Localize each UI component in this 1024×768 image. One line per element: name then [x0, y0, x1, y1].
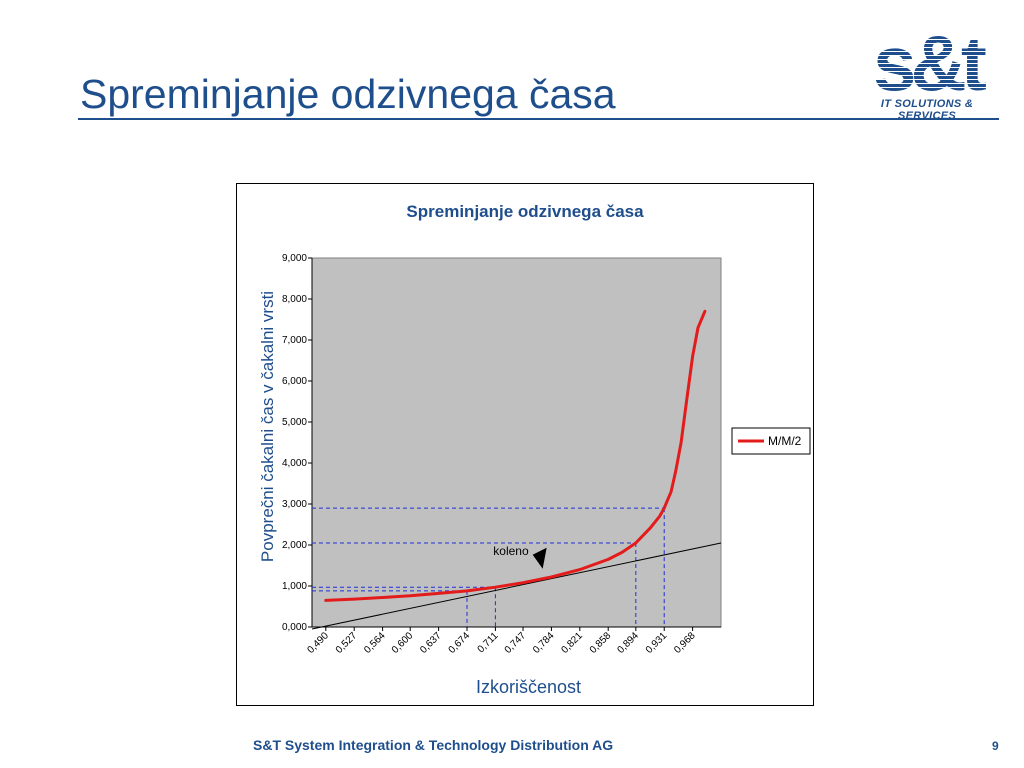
- y-tick-label: 5,000: [282, 417, 307, 428]
- y-tick-label: 1,000: [282, 581, 307, 592]
- logo-tagline: IT SOLUTIONS & SERVICES: [880, 98, 974, 122]
- logo-wordmark: s&t: [873, 20, 987, 107]
- knee-arrow: [532, 547, 547, 569]
- x-tick-label: 0,490: [305, 630, 331, 656]
- y-axis-label: Povprečni čakalni čas v čakalni vrsti: [258, 291, 277, 562]
- x-tick-label: 0,968: [672, 630, 698, 656]
- footer-text: S&T System Integration & Technology Dist…: [253, 737, 614, 753]
- y-tick-label: 8,000: [282, 294, 307, 305]
- x-tick-label: 0,600: [390, 630, 416, 656]
- y-tick-label: 2,000: [282, 540, 307, 551]
- x-tick-label: 0,527: [334, 630, 360, 656]
- st-logo: s&t: [873, 20, 993, 107]
- x-tick-label: 0,637: [418, 630, 444, 656]
- chart-title: Spreminjanje odzivnega časa: [406, 202, 644, 221]
- y-tick-label: 0,000: [282, 622, 307, 633]
- y-tick-label: 7,000: [282, 335, 307, 346]
- series-line-mm2: [324, 309, 707, 602]
- x-tick-label: 0,821: [559, 630, 585, 656]
- trend-line: [311, 542, 722, 630]
- x-tick-label: 0,894: [615, 630, 641, 656]
- x-axis-label: Izkoriščenost: [476, 677, 581, 697]
- x-tick-label: 0,747: [503, 630, 529, 656]
- y-tick-label: 3,000: [282, 499, 307, 510]
- y-tick-label: 9,000: [282, 253, 307, 264]
- title-rule: [78, 118, 999, 120]
- y-tick-label: 6,000: [282, 376, 307, 387]
- legend-box: [731, 427, 811, 455]
- slide-title: Spreminjanje odzivnega časa: [80, 71, 616, 117]
- x-tick-label: 0,858: [588, 630, 614, 656]
- plot-area: [311, 257, 722, 628]
- page-number: 9: [992, 739, 999, 753]
- x-tick-label: 0,711: [476, 630, 501, 655]
- x-tick-label: 0,931: [644, 630, 670, 656]
- y-tick-label: 4,000: [282, 458, 307, 469]
- x-tick-label: 0,564: [362, 630, 388, 656]
- knee-annotation: koleno: [493, 544, 529, 558]
- legend-label-mm2: M/M/2: [768, 434, 802, 448]
- x-tick-label: 0,674: [447, 630, 473, 656]
- x-tick-label: 0,784: [531, 630, 557, 656]
